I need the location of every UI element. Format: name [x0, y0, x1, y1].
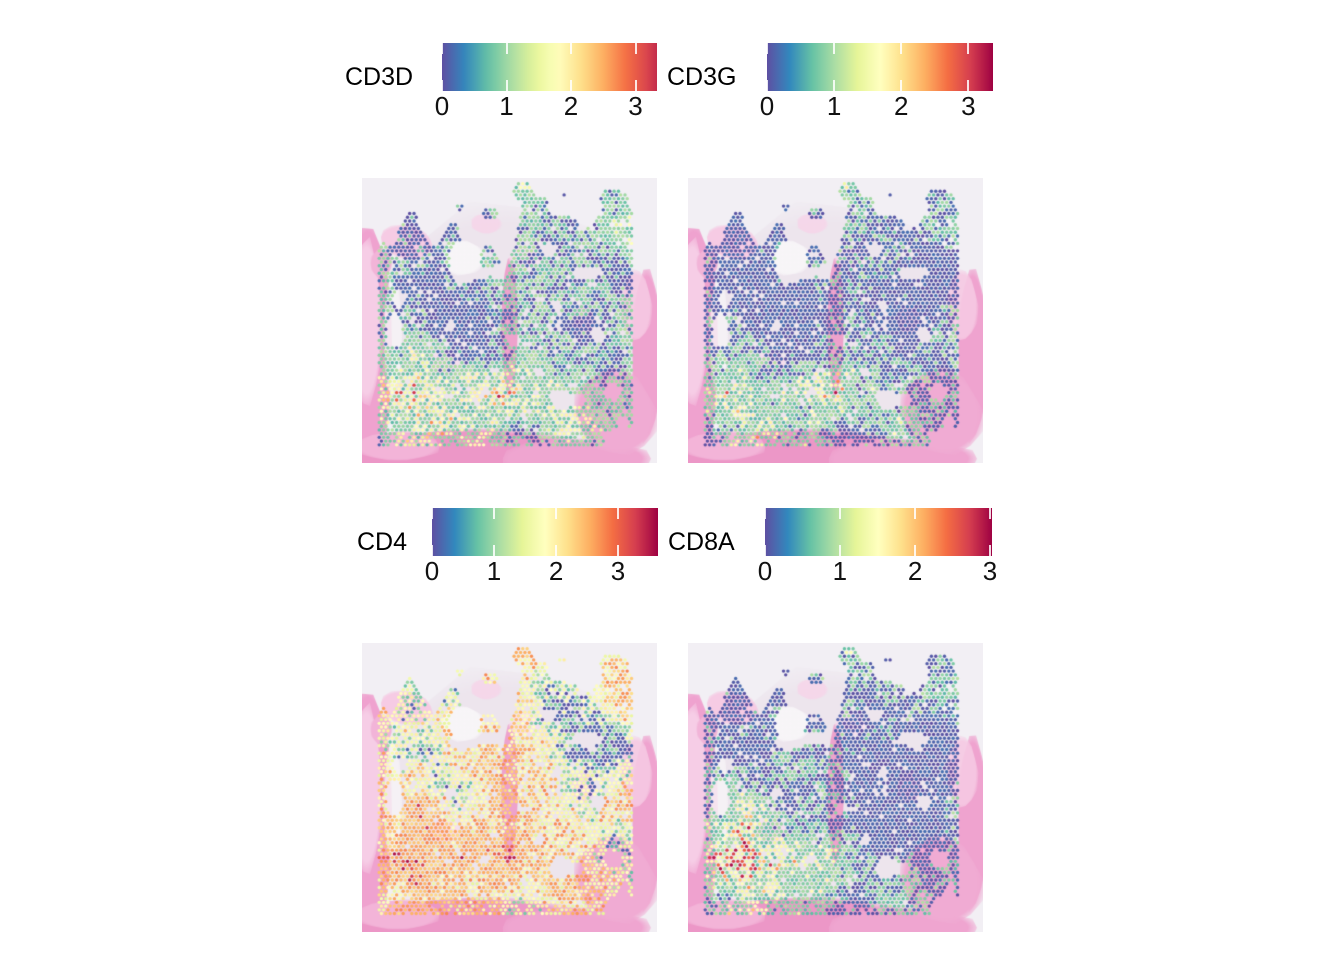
colorbar-tick-label: 3 [610, 556, 626, 586]
colorbar-ticks-cd3g: 0 1 2 3 [760, 91, 993, 123]
colorbar-tick-label: 1 [832, 556, 848, 586]
colorbar-tickmark [765, 508, 766, 519]
colorbar-tick-label: 1 [826, 91, 842, 121]
colorbar-tickmark [967, 43, 970, 54]
colorbar-cd3g [767, 43, 993, 91]
colorbar-ticks-cd8a: 0 1 2 3 [758, 556, 997, 588]
colorbar-tickmark [432, 508, 433, 519]
tissue-panel-cd4 [362, 643, 657, 932]
colorbar-tickmark [570, 80, 572, 91]
colorbar-tickmark [505, 43, 508, 54]
colorbar-tickmark [767, 80, 768, 91]
colorbar-tickmark [914, 508, 917, 519]
colorbar-tickmark [634, 80, 637, 91]
colorbar-tickmark [616, 545, 619, 556]
gene-label-cd3d: CD3D [345, 63, 414, 91]
colorbar-tick-label: 3 [628, 91, 643, 121]
colorbar-tick-label: 0 [757, 556, 773, 586]
colorbar-tickmark [555, 545, 558, 556]
colorbar-tick-label: 2 [548, 556, 564, 586]
colorbar-tick-label: 0 [759, 91, 775, 121]
colorbar-tickmark [838, 545, 841, 556]
colorbar-tickmark [767, 43, 768, 54]
gene-label-cd8a: CD8A [668, 528, 735, 556]
colorbar-tick-label: 1 [499, 91, 514, 121]
colorbar-tickmark [570, 43, 572, 54]
tissue-panel-cd3d [362, 178, 657, 463]
colorbar-tickmark [442, 80, 443, 91]
colorbar-tickmark [833, 43, 836, 54]
colorbar-tickmark [555, 508, 558, 519]
colorbar-cd8a [765, 508, 992, 556]
colorbar-tickmark [914, 545, 917, 556]
colorbar-tickmark [833, 80, 836, 91]
colorbar-tick-label: 0 [434, 91, 450, 121]
colorbar-tick-label: 0 [424, 556, 440, 586]
colorbar-tickmark [838, 508, 841, 519]
colorbar-tickmark [988, 508, 991, 519]
colorbar-tickmark [900, 43, 903, 54]
gene-label-cd3g: CD3G [667, 63, 737, 91]
colorbar-tickmark [967, 80, 970, 91]
colorbar-tick-label: 3 [961, 91, 976, 121]
colorbar-ticks-cd3d: 0 1 2 3 [435, 91, 657, 123]
colorbar-cd4 [432, 508, 658, 556]
colorbar-tickmark [900, 80, 903, 91]
tissue-panel-cd8a [688, 643, 983, 932]
gene-label-cd4: CD4 [357, 528, 408, 556]
colorbar-tickmark [634, 43, 637, 54]
colorbar-tickmark [492, 508, 495, 519]
colorbar-tick-label: 3 [982, 556, 998, 586]
colorbar-tickmark [988, 545, 991, 556]
colorbar-ticks-cd4: 0 1 2 3 [425, 556, 658, 588]
colorbar-tick-label: 1 [486, 556, 502, 586]
colorbar-tickmark [432, 545, 433, 556]
colorbar-cd3d [442, 43, 657, 91]
colorbar-tickmark [442, 43, 443, 54]
colorbar-tickmark [505, 80, 508, 91]
colorbar-tickmark [616, 508, 619, 519]
colorbar-tickmark [492, 545, 495, 556]
colorbar-tick-label: 2 [894, 91, 909, 121]
colorbar-tick-label: 2 [563, 91, 579, 121]
colorbar-tick-label: 2 [907, 556, 923, 586]
colorbar-tickmark [765, 545, 766, 556]
tissue-panel-cd3g [688, 178, 983, 463]
